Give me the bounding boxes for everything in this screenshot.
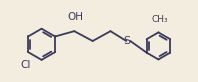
- Text: S: S: [123, 36, 130, 46]
- Text: CH₃: CH₃: [151, 15, 168, 24]
- Text: Cl: Cl: [20, 60, 30, 70]
- Text: OH: OH: [67, 12, 83, 22]
